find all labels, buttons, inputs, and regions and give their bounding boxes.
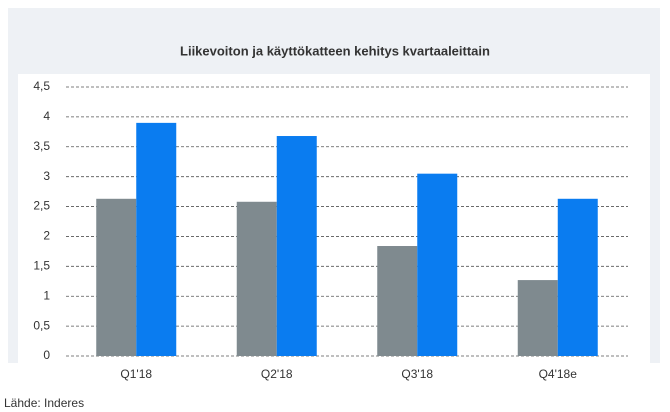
- y-tick-label: 1,5: [33, 259, 50, 273]
- y-tick-label: 4,5: [33, 79, 50, 93]
- y-tick-label: 4: [43, 109, 50, 123]
- y-tick-label: 0: [43, 348, 50, 362]
- x-tick-label: Q4'18e: [539, 367, 578, 381]
- y-tick-label: 2,5: [33, 199, 50, 213]
- bar: [377, 246, 418, 356]
- x-tick-label: Q1'18: [120, 367, 152, 381]
- x-tick-label: Q2'18: [261, 367, 293, 381]
- y-tick-label: 0,5: [33, 318, 50, 332]
- bar: [557, 198, 598, 356]
- bar: [517, 280, 558, 356]
- y-tick-label: 3: [43, 169, 50, 183]
- y-tick-label: 3,5: [33, 139, 50, 153]
- bar: [96, 198, 137, 356]
- source-note: Lähde: Inderes: [4, 396, 84, 410]
- y-tick-label: 1: [43, 288, 50, 302]
- chart-title: Liikevoiton ja käyttökatteen kehitys kva…: [180, 43, 490, 58]
- y-tick-label: 2: [43, 229, 50, 243]
- bar: [276, 136, 317, 356]
- bar: [417, 173, 458, 356]
- bar: [136, 122, 177, 356]
- bar: [236, 201, 277, 356]
- x-tick-label: Q3'18: [401, 367, 433, 381]
